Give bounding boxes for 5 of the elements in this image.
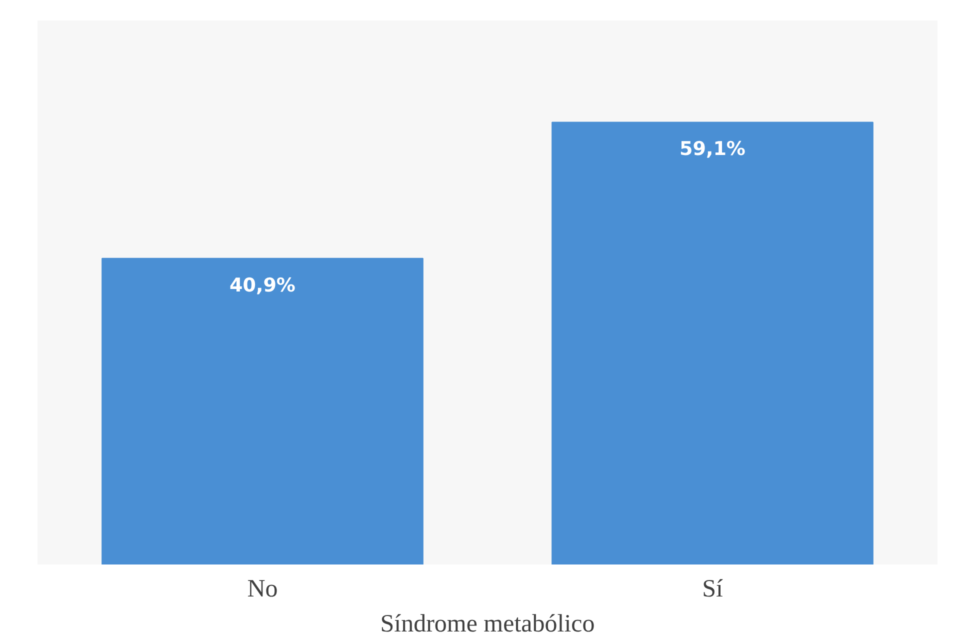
data-label: 59,1% xyxy=(680,138,746,160)
x-axis-title: Síndrome metabólico xyxy=(380,610,595,638)
x-tick-label: Sí xyxy=(702,576,723,602)
x-tick-label: No xyxy=(247,576,278,602)
data-label: 40,9% xyxy=(230,274,296,296)
